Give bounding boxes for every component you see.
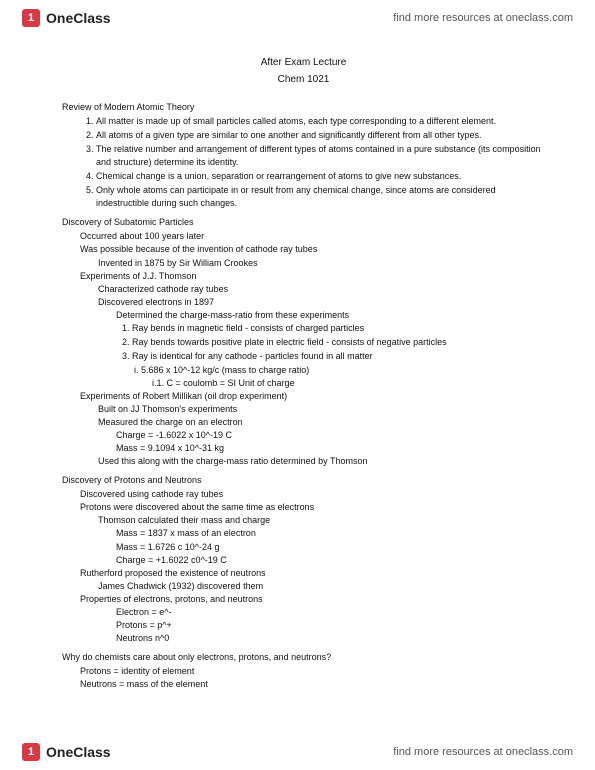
line: Electron = e^-: [62, 606, 545, 619]
line: Neutrons n^0: [62, 632, 545, 645]
line: Discovered electrons in 1897: [62, 296, 545, 309]
list-item: The relative number and arrangement of d…: [96, 143, 545, 169]
line: Thomson calculated their mass and charge: [62, 514, 545, 527]
line: Measured the charge on an electron: [62, 416, 545, 429]
list-item: Ray bends towards positive plate in elec…: [132, 336, 545, 349]
line: Neutrons = mass of the element: [62, 678, 545, 691]
footer-tagline: find more resources at oneclass.com: [393, 746, 573, 758]
line: Rutherford proposed the existence of neu…: [62, 567, 545, 580]
line: Used this along with the charge-mass rat…: [62, 455, 545, 468]
brand: 1 OneClass: [22, 743, 111, 761]
section-heading-subatomic: Discovery of Subatomic Particles: [62, 216, 545, 229]
line: Properties of electrons, protons, and ne…: [62, 593, 545, 606]
doc-title: After Exam Lecture: [62, 56, 545, 71]
list-item: Only whole atoms can participate in or r…: [96, 184, 545, 210]
page-footer: 1 OneClass find more resources at onecla…: [0, 734, 595, 770]
document-body: After Exam Lecture Chem 1021 Review of M…: [62, 56, 545, 728]
brand-name: OneClass: [46, 744, 111, 760]
page-header: 1 OneClass find more resources at onecla…: [0, 0, 595, 36]
line: Protons = p^+: [62, 619, 545, 632]
doc-course: Chem 1021: [62, 73, 545, 88]
line: Invented in 1875 by Sir William Crookes: [62, 257, 545, 270]
section-heading-protons-neutrons: Discovery of Protons and Neutrons: [62, 474, 545, 487]
brand: 1 OneClass: [22, 9, 111, 27]
line: Protons were discovered about the same t…: [62, 501, 545, 514]
list-item: Ray bends in magnetic field - consists o…: [132, 322, 545, 335]
list-item: All atoms of a given type are similar to…: [96, 129, 545, 142]
jj-numbered-list: Ray bends in magnetic field - consists o…: [62, 322, 545, 363]
header-tagline: find more resources at oneclass.com: [393, 12, 573, 24]
review-list: All matter is made up of small particles…: [62, 115, 545, 210]
line: Charge = -1.6022 x 10^-19 C: [62, 429, 545, 442]
list-item: Chemical change is a union, separation o…: [96, 170, 545, 183]
section-heading-why: Why do chemists care about only electron…: [62, 651, 545, 664]
list-item: Ray is identical for any cathode - parti…: [132, 350, 545, 363]
line: Protons = identity of element: [62, 665, 545, 678]
line: Charge = +1.6022 c0^-19 C: [62, 554, 545, 567]
line: Mass = 1837 x mass of an electron: [62, 527, 545, 540]
brand-icon: 1: [22, 9, 40, 27]
section-heading-review: Review of Modern Atomic Theory: [62, 101, 545, 114]
brand-name: OneClass: [46, 10, 111, 26]
line: i.1. C = coulomb = SI Unit of charge: [62, 377, 545, 390]
line: Characterized cathode ray tubes: [62, 283, 545, 296]
line: Built on JJ Thomson's experiments: [62, 403, 545, 416]
brand-icon: 1: [22, 743, 40, 761]
line: Discovered using cathode ray tubes: [62, 488, 545, 501]
line: Determined the charge-mass-ratio from th…: [62, 309, 545, 322]
line: Mass = 9.1094 x 10^-31 kg: [62, 442, 545, 455]
line: Occurred about 100 years later: [62, 230, 545, 243]
line: i. 5.686 x 10^-12 kg/c (mass to charge r…: [62, 364, 545, 377]
line: Mass = 1.6726 c 10^-24 g: [62, 541, 545, 554]
line: James Chadwick (1932) discovered them: [62, 580, 545, 593]
subheading-jj: Experiments of J.J. Thomson: [62, 270, 545, 283]
line: Was possible because of the invention of…: [62, 243, 545, 256]
list-item: All matter is made up of small particles…: [96, 115, 545, 128]
subheading-millikan: Experiments of Robert Millikan (oil drop…: [62, 390, 545, 403]
